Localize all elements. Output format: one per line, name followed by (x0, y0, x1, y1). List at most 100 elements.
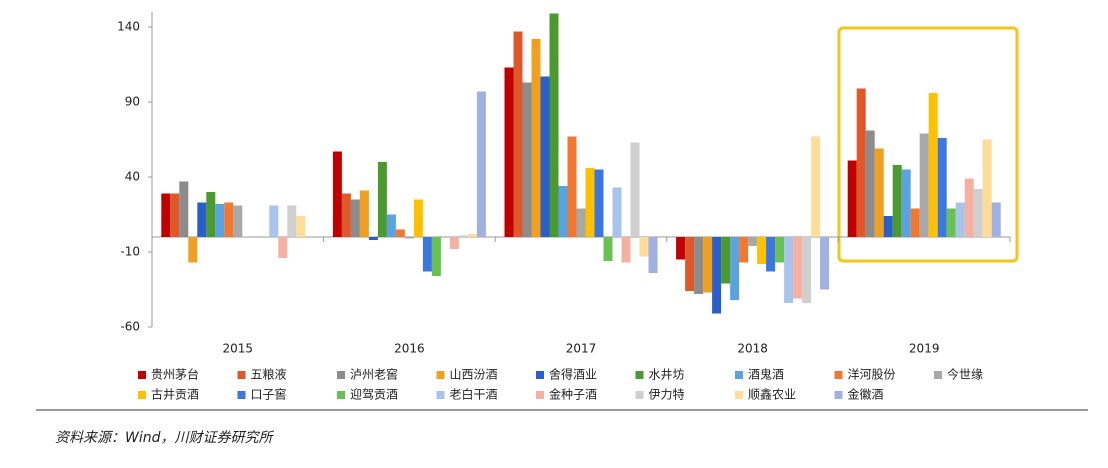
bar (721, 237, 731, 284)
legend-swatch (536, 371, 544, 379)
legend-label: 洋河股份 (848, 367, 896, 382)
bar (901, 169, 911, 237)
bar (179, 181, 189, 237)
y-tick-label: 40 (125, 170, 140, 184)
legend-label: 酒鬼酒 (748, 367, 784, 382)
bar (585, 168, 595, 237)
bar (215, 204, 225, 237)
bar (648, 237, 658, 273)
bar (531, 39, 541, 237)
legend-label: 贵州茅台 (151, 367, 199, 382)
legend-label: 老白干酒 (450, 387, 498, 402)
bar (558, 186, 568, 237)
bar (431, 237, 441, 276)
bar (504, 67, 514, 237)
y-tick-label: -60 (120, 320, 140, 334)
legend-label: 水井坊 (649, 367, 685, 382)
y-tick-label: -10 (120, 245, 140, 259)
bar (395, 229, 405, 237)
bar (170, 193, 180, 237)
legend-label: 顺鑫农业 (748, 387, 796, 402)
bar (937, 138, 947, 237)
legend-swatch (536, 391, 544, 399)
legend-swatch (436, 391, 445, 399)
bar (793, 237, 803, 299)
bar (676, 237, 686, 260)
bar (730, 237, 740, 300)
bar (802, 237, 812, 303)
bar (685, 237, 695, 291)
legend-label: 迎驾贡酒 (350, 388, 398, 402)
x-tick-label: 2017 (566, 342, 597, 356)
legend-label: 口子窖 (251, 387, 287, 402)
legend-swatch (735, 391, 743, 399)
legend-swatch (138, 371, 146, 379)
bar (612, 187, 622, 237)
bar (197, 202, 207, 237)
bar (359, 190, 369, 237)
bar (766, 237, 776, 272)
bar (757, 237, 767, 264)
legend-label: 山西汾酒 (450, 368, 498, 382)
bar (694, 237, 704, 294)
bar (224, 202, 234, 237)
highlight-box (837, 26, 1019, 263)
legend-swatch (834, 391, 843, 399)
bar (639, 237, 649, 257)
bar (703, 237, 713, 293)
bar (739, 237, 749, 263)
legend-swatch (337, 391, 345, 399)
bar (630, 142, 640, 237)
bar (404, 237, 414, 239)
legend-label: 金徽酒 (848, 387, 884, 402)
bar (458, 235, 468, 237)
bar (386, 214, 396, 237)
bar (467, 234, 477, 237)
bar (341, 193, 351, 237)
x-tick-label: 2016 (394, 342, 425, 356)
legend-swatch (635, 371, 644, 379)
x-tick-label: 2019 (909, 342, 940, 356)
bar (883, 216, 893, 237)
bar (233, 205, 243, 237)
legend-label: 古井贡酒 (151, 387, 199, 402)
legend-swatch (237, 371, 246, 379)
bar (603, 237, 613, 261)
legend-label: 舍得酒业 (549, 367, 597, 382)
bar (748, 237, 758, 246)
bar (513, 31, 523, 237)
x-tick-label: 2018 (737, 342, 768, 356)
bar (188, 237, 198, 263)
bar (621, 237, 631, 263)
legend-swatch (834, 371, 843, 379)
bar (991, 202, 1001, 237)
bar (910, 208, 920, 237)
bar (368, 237, 378, 240)
bar (856, 88, 866, 237)
bar (278, 237, 288, 258)
bar (820, 237, 830, 290)
bar (287, 205, 297, 237)
bar (522, 82, 532, 237)
bar (296, 216, 306, 237)
legend-swatch (934, 371, 942, 379)
bar (874, 148, 884, 237)
bar (549, 13, 559, 237)
bar (919, 133, 929, 237)
source: 资料来源：Wind，川财证券研究所 (55, 430, 274, 446)
bar (269, 205, 279, 237)
bar (784, 237, 794, 303)
bar (946, 208, 956, 237)
bar (712, 237, 722, 314)
bar (161, 193, 171, 237)
bar (576, 208, 586, 237)
y-tick-label: 140 (117, 20, 140, 34)
bar (594, 169, 604, 237)
legend-swatch (337, 371, 345, 379)
legend-label: 今世缘 (947, 367, 983, 382)
bar (964, 178, 974, 237)
legend-swatch (138, 391, 146, 399)
bar (811, 136, 821, 237)
bar (476, 91, 486, 237)
